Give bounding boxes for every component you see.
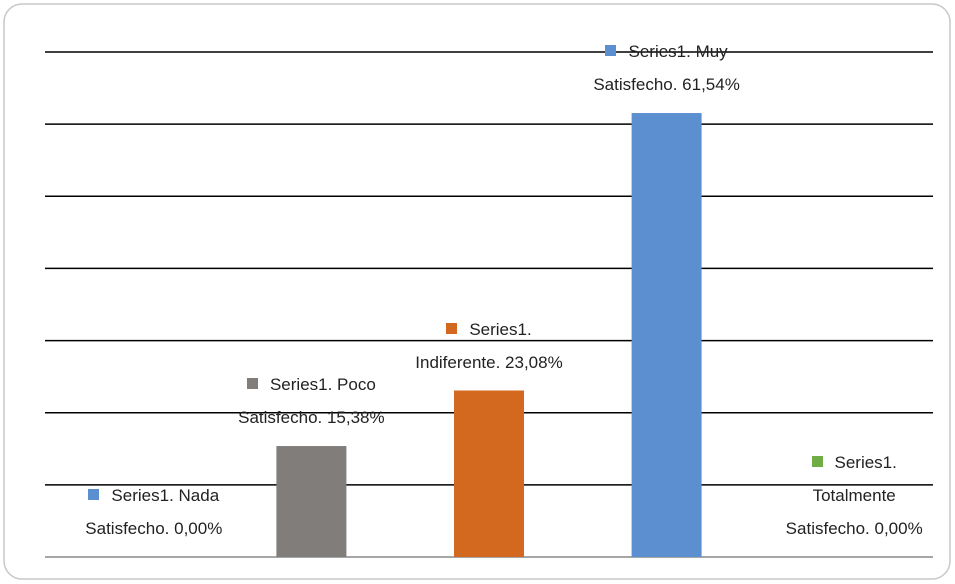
bar (276, 446, 347, 557)
data-label: Series1. Poco Satisfecho. 15,38% (236, 368, 386, 434)
data-label: Series1. Indiferente. 23,08% (414, 313, 564, 379)
data-label: Series1. Totalmente Satisfecho. 0,00% (779, 446, 929, 545)
legend-key (605, 45, 617, 57)
data-label-text: Series1. Nada Satisfecho. 0,00% (85, 486, 223, 538)
data-label-text: Series1. Muy Satisfecho. 61,54% (593, 42, 740, 95)
data-label-text: Series1. Indiferente. 23,08% (415, 319, 563, 372)
legend-key (446, 322, 458, 334)
data-label-text: Series1. Poco Satisfecho. 15,38% (238, 375, 385, 428)
data-label-text: Series1. Totalmente Satisfecho. 0,00% (785, 453, 923, 538)
data-label: Series1. Nada Satisfecho. 0,00% (79, 479, 229, 545)
legend-key (811, 456, 823, 467)
data-label: Series1. Muy Satisfecho. 61,54% (592, 35, 742, 101)
legend-key (88, 489, 100, 500)
bar (454, 390, 524, 557)
chart-border (3, 3, 951, 580)
legend-key (246, 378, 258, 390)
bar (631, 113, 702, 557)
